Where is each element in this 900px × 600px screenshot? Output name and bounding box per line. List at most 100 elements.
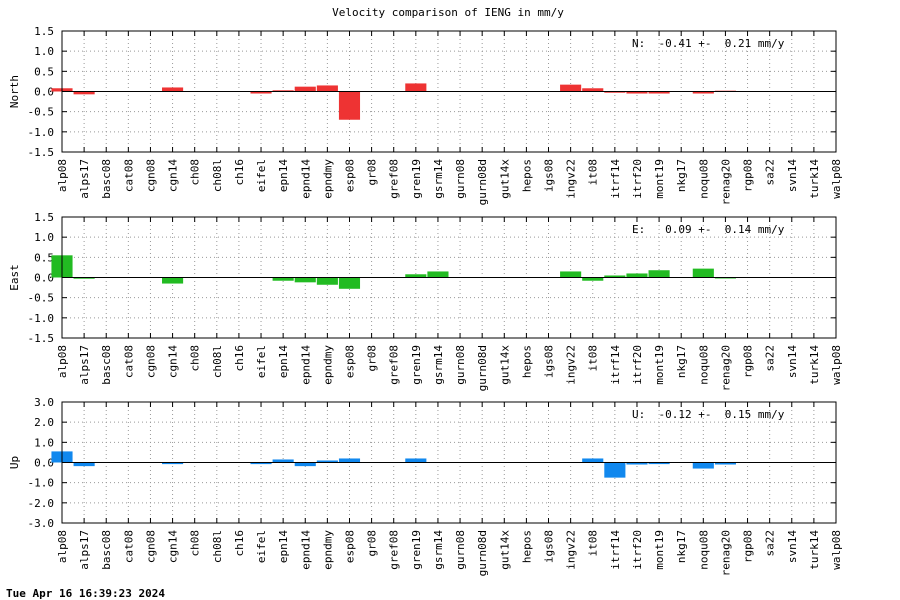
category-label: ch08l: [211, 345, 224, 378]
bar-it08: [582, 277, 604, 281]
timestamp-footer: Tue Apr 16 16:39:23 2024: [6, 587, 165, 600]
category-label: itrf20: [631, 159, 644, 199]
category-label: it08: [587, 345, 600, 372]
category-label: epndmy: [321, 159, 334, 199]
category-label: basc08: [100, 159, 113, 199]
category-label: itrf14: [609, 345, 622, 385]
bar-mont19: [648, 462, 670, 465]
category-label: gr08: [366, 530, 379, 557]
category-label: epn14: [277, 345, 290, 378]
category-label: ch16: [233, 530, 246, 557]
category-label: eifel: [255, 159, 268, 192]
category-label: epnd14: [299, 345, 312, 385]
category-label: svn14: [786, 159, 799, 192]
category-label: itrf14: [609, 159, 622, 199]
category-label: gref08: [388, 530, 401, 570]
category-label: basc08: [100, 530, 113, 570]
category-label: sa22: [764, 345, 777, 372]
y-tick-label: -0.5: [28, 292, 55, 305]
category-label: cgn08: [144, 530, 157, 563]
plot-frame: [61, 401, 837, 524]
category-label: basc08: [100, 345, 113, 385]
category-label: gut14x: [498, 530, 511, 570]
category-label: itrf20: [631, 345, 644, 385]
bar-eifel: [250, 91, 272, 94]
bar-epndmy: [316, 460, 338, 463]
category-label: it08: [587, 159, 600, 186]
category-label: cgn14: [167, 345, 180, 378]
category-label: noqu08: [697, 530, 710, 570]
category-label: eifel: [255, 345, 268, 378]
y-tick-label: 0.0: [34, 457, 54, 470]
bar-gsrm14: [427, 271, 449, 278]
category-label: turk14: [808, 345, 821, 385]
bar-itrf14: [604, 91, 626, 93]
bar-epndmy: [316, 85, 338, 92]
category-label: hepos: [520, 345, 533, 378]
velocity-annotation: E: 0.09 +- 0.14 mm/y: [632, 223, 785, 236]
y-tick-label: 0.5: [34, 65, 54, 78]
y-tick-label: 1.0: [34, 45, 54, 58]
plot-frame: [61, 30, 837, 153]
bar-alps17: [73, 462, 95, 467]
category-label: hepos: [520, 159, 533, 192]
category-label: ingv22: [565, 530, 578, 570]
category-label: cat08: [122, 345, 135, 378]
bar-it08: [582, 88, 604, 92]
bar-alps17: [73, 91, 95, 95]
category-label: gr08: [366, 345, 379, 372]
chart-title: Velocity comparison of IENG in mm/y: [332, 6, 564, 19]
bar-ingv22: [560, 271, 582, 278]
category-label: nkg17: [675, 530, 688, 563]
category-label: renag20: [719, 159, 732, 205]
plot-frame: [61, 216, 837, 339]
category-label: esp08: [343, 345, 356, 378]
y-tick-label: -1.0: [28, 126, 55, 139]
category-label: alps17: [78, 345, 91, 385]
bar-cgn14: [162, 277, 184, 284]
category-label: ch08: [189, 530, 202, 557]
category-label: mont19: [653, 530, 666, 570]
category-label: esp08: [343, 159, 356, 192]
y-tick-label: -3.0: [28, 517, 55, 530]
y-tick-label: -1.5: [28, 332, 55, 345]
category-label: ingv22: [565, 159, 578, 199]
category-label: igs08: [543, 530, 556, 563]
bar-ingv22: [560, 84, 582, 92]
velocity-annotation: N: -0.41 +- 0.21 mm/y: [632, 37, 785, 50]
velocity-annotation: U: -0.12 +- 0.15 mm/y: [632, 408, 785, 421]
y-tick-label: 0.0: [34, 272, 54, 285]
category-label: cat08: [122, 159, 135, 192]
bar-itrf20: [626, 462, 648, 465]
category-label: epndmy: [321, 530, 334, 570]
bar-epndmy: [316, 277, 338, 285]
y-tick-label: 1.0: [34, 231, 54, 244]
category-label: ch08: [189, 345, 202, 372]
bar-itrf20: [626, 273, 648, 278]
bar-epnd14: [294, 277, 316, 283]
category-label: epnd14: [299, 530, 312, 570]
category-label: sa22: [764, 530, 777, 557]
category-label: renag20: [719, 345, 732, 391]
category-label: ingv22: [565, 345, 578, 385]
bar-mont19: [648, 270, 670, 278]
category-label: gref08: [388, 345, 401, 385]
category-label: rgp08: [742, 159, 755, 192]
y-tick-label: -1.0: [28, 312, 55, 325]
category-label: cgn14: [167, 159, 180, 192]
bar-esp08: [338, 277, 361, 289]
category-label: gref08: [388, 159, 401, 199]
bar-cgn14: [162, 462, 184, 465]
category-label: eifel: [255, 530, 268, 563]
y-axis-label: North: [8, 75, 21, 108]
category-label: walp08: [830, 530, 843, 570]
category-label: ch16: [233, 345, 246, 372]
category-label: gurn08: [454, 159, 467, 199]
bar-mont19: [648, 91, 670, 94]
bar-epn14: [272, 459, 294, 463]
bar-esp08: [338, 458, 361, 463]
